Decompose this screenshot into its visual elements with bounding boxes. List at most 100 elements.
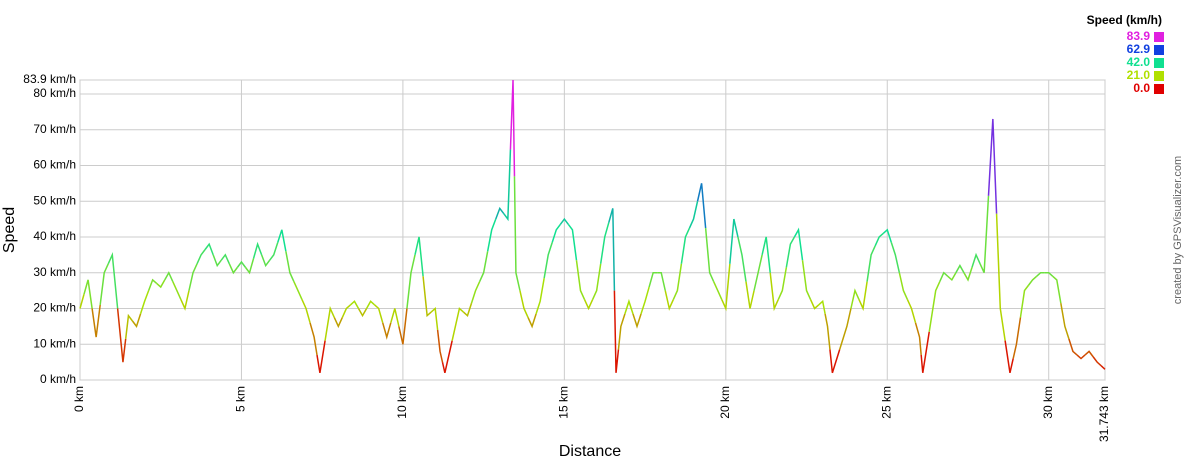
speed-segment [139, 290, 150, 315]
x-tick-label: 0 km [72, 386, 86, 412]
speed-segment [285, 251, 295, 282]
speed-segment [91, 304, 101, 338]
y-tick-label: 30 km/h [33, 265, 76, 279]
speed-segment [1084, 350, 1094, 358]
speed-segment [196, 249, 206, 265]
speed-segment [398, 308, 408, 345]
speed-segment [478, 251, 489, 282]
credit: created by GPSVisualizer.com [1172, 156, 1184, 304]
speed-segment [124, 313, 134, 339]
speed-segment [244, 258, 255, 275]
speed-segment [1052, 275, 1062, 304]
speed-segment [269, 242, 279, 261]
y-tick-label: 20 km/h [33, 301, 76, 315]
y-tick-label: 10 km/h [33, 336, 76, 350]
y-tick-label: 70 km/h [33, 122, 76, 136]
speed-segment [309, 322, 318, 356]
x-tick-label: 20 km [718, 386, 732, 419]
speed-segment [204, 242, 214, 256]
speed-segment [777, 267, 788, 300]
y-tick-label: 40 km/h [33, 229, 76, 243]
speed-segment [704, 227, 715, 282]
speed-segment [1100, 365, 1106, 370]
speed-segment [829, 349, 841, 374]
speed-segment [79, 293, 85, 309]
speed-segment [365, 300, 376, 309]
legend-swatch [1154, 71, 1164, 81]
speed-segment [519, 290, 529, 318]
speed-segment [513, 176, 521, 291]
speed-segment [1076, 354, 1086, 360]
speed-segment [470, 281, 481, 304]
speed-segment [914, 322, 922, 356]
speed-segment [696, 183, 707, 229]
speed-segment [1004, 340, 1014, 374]
speed-segment [713, 281, 723, 300]
speed-segment [357, 308, 368, 318]
speed-segment [341, 304, 351, 318]
speed-segment [164, 271, 174, 282]
speed-segment [436, 329, 444, 363]
y-axis-label: Speed [1, 207, 18, 253]
speed-segment [1027, 275, 1038, 286]
speed-segment [858, 281, 868, 312]
speed-segment [928, 281, 941, 332]
speed-segment [920, 331, 930, 373]
legend-label: 21.0 [1127, 68, 1151, 82]
speed-segment [559, 217, 569, 225]
speed-segment [349, 300, 360, 309]
speed-segment [599, 222, 610, 264]
speed-segment [688, 201, 699, 229]
speed-segment [632, 313, 642, 329]
speed-segment [874, 232, 884, 247]
speed-segment [761, 236, 771, 273]
speed-segment [793, 227, 804, 261]
speed-segment [422, 276, 432, 318]
speed-segment [188, 263, 198, 291]
speed-segment [236, 260, 247, 268]
speed-segment [107, 251, 119, 309]
speed-segment [591, 263, 602, 300]
x-tick-label: 10 km [395, 386, 409, 419]
speed-segment [672, 263, 683, 300]
speed-segment [543, 242, 553, 279]
speed-segment [252, 241, 263, 259]
y-tick-label: 83.9 km/h [23, 72, 76, 86]
speed-segment [172, 281, 182, 300]
speed-segment [441, 340, 453, 374]
y-tick-label: 80 km/h [33, 86, 76, 100]
speed-segment [212, 254, 222, 268]
speed-segment [430, 306, 439, 331]
speed-segment [495, 206, 505, 220]
speed-segment [971, 252, 981, 268]
speed-segment [947, 272, 957, 282]
speed-segment [131, 313, 142, 328]
y-tick-label: 60 km/h [33, 158, 76, 172]
speed-segment [617, 313, 626, 350]
speed-segment [906, 299, 917, 323]
speed-segment [898, 272, 909, 300]
speed-segment [99, 263, 109, 306]
speed-segment [228, 263, 239, 275]
speed-segment [664, 290, 675, 311]
speed-segment [824, 313, 831, 350]
speed-segment [769, 272, 779, 312]
y-tick-label: 50 km/h [33, 193, 76, 207]
speed-segment [979, 195, 990, 274]
speed-segment [721, 263, 731, 312]
speed-segment [850, 288, 860, 309]
speed-segment [414, 236, 424, 277]
legend-label: 0.0 [1133, 81, 1150, 95]
legend-swatch [1154, 32, 1164, 42]
speed-segment [963, 267, 973, 282]
speed-segment [955, 264, 965, 274]
legend-swatch [1154, 58, 1164, 68]
speed-segment [648, 271, 658, 288]
speed-segment [83, 279, 93, 309]
speed-segment [613, 290, 620, 373]
speed-segment [729, 218, 739, 264]
speed-segment [624, 298, 634, 315]
x-tick-label: 30 km [1041, 386, 1055, 419]
speed-segment [503, 149, 512, 222]
